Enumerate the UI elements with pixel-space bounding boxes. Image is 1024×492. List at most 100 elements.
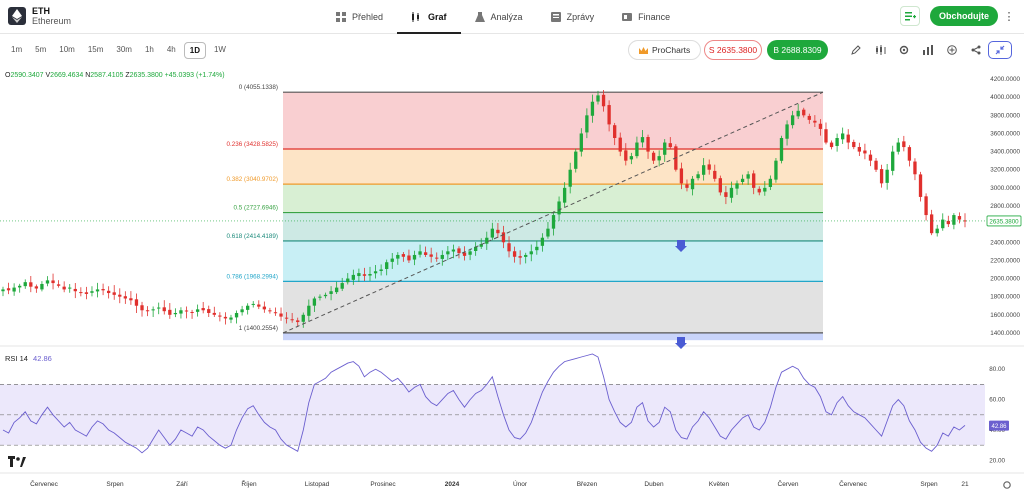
timeframe-10m[interactable]: 10m bbox=[59, 45, 75, 54]
price-chart[interactable]: 0 (4055.1338) 0.236 (3428.5825) 0.382 (304… bbox=[0, 66, 1024, 492]
settings-gear-icon[interactable] bbox=[892, 42, 916, 58]
candle-body bbox=[90, 291, 94, 293]
candle-body bbox=[657, 156, 661, 161]
candle-body bbox=[84, 292, 89, 294]
candle-body bbox=[62, 286, 66, 290]
draw-tool-icon[interactable] bbox=[844, 42, 868, 58]
timeframe-1D[interactable]: 1D bbox=[183, 42, 206, 59]
candle-body bbox=[490, 228, 494, 238]
timeframe-selector: 1m 5m 10m 15m 30m 1h 4h 1D 1W bbox=[6, 42, 234, 59]
chart-toolbar: 1m 5m 10m 15m 30m 1h 4h 1D 1W ProCharts S 2635.3… bbox=[0, 35, 1024, 65]
share-icon[interactable] bbox=[964, 42, 988, 58]
collapse-fullscreen-icon[interactable] bbox=[988, 41, 1012, 59]
candle-body bbox=[813, 120, 817, 123]
asset-header[interactable]: ETH Ethereum bbox=[8, 6, 71, 26]
candle-body bbox=[640, 137, 645, 143]
price-axis-tick: 3400.0000 bbox=[990, 149, 1020, 156]
candle-body bbox=[501, 232, 506, 243]
candle-body bbox=[802, 109, 806, 116]
chart-type-icon[interactable] bbox=[868, 42, 892, 58]
price-axis-tick: 2400.0000 bbox=[990, 239, 1020, 246]
candle-body bbox=[396, 254, 400, 259]
candle-body bbox=[23, 282, 27, 287]
candle-body bbox=[51, 280, 55, 284]
time-axis-tick: Květen bbox=[709, 481, 730, 488]
price-axis-tick: 2000.0000 bbox=[990, 276, 1020, 283]
candle-body bbox=[373, 271, 378, 274]
candle-body bbox=[1, 289, 5, 292]
timeframe-30m[interactable]: 30m bbox=[116, 45, 132, 54]
buy-button[interactable]: B 2688.8309 bbox=[767, 40, 828, 60]
time-axis-tick: Červen bbox=[778, 479, 799, 488]
candles-icon bbox=[411, 12, 422, 22]
tab-news[interactable]: Zprávy bbox=[537, 0, 609, 34]
candle-body bbox=[390, 258, 394, 262]
candle-body bbox=[668, 143, 672, 148]
candle-body bbox=[240, 309, 244, 313]
candle-body bbox=[246, 305, 250, 310]
price-axis-tick: 2800.0000 bbox=[990, 203, 1020, 210]
add-to-watchlist-button[interactable] bbox=[900, 6, 920, 26]
candle-body bbox=[824, 129, 828, 143]
candle-body bbox=[407, 255, 411, 261]
timeframe-5m[interactable]: 5m bbox=[35, 45, 47, 54]
timeframe-1h[interactable]: 1h bbox=[144, 45, 154, 54]
tab-overview[interactable]: Přehled bbox=[322, 0, 397, 34]
tab-finance[interactable]: Finance bbox=[608, 0, 684, 34]
sell-button[interactable]: S 2635.3800 bbox=[704, 40, 762, 60]
rsi-name: RSI bbox=[5, 354, 18, 363]
timeframe-4h[interactable]: 4h bbox=[166, 45, 176, 54]
candle-body bbox=[590, 101, 595, 116]
time-axis-tick: Březen bbox=[577, 481, 598, 488]
trend-line bbox=[282, 91, 824, 334]
candle-body bbox=[45, 280, 50, 284]
price-axis-tick: 3800.0000 bbox=[990, 112, 1020, 119]
candle-body bbox=[790, 115, 795, 126]
candle-body bbox=[123, 296, 127, 299]
candle-body bbox=[596, 95, 600, 102]
candle-body bbox=[340, 283, 344, 289]
add-plus-icon[interactable] bbox=[940, 42, 964, 58]
candle-body bbox=[201, 308, 205, 311]
candle-body bbox=[507, 243, 511, 252]
timeframe-15m[interactable]: 15m bbox=[87, 45, 104, 54]
trade-button[interactable]: Obchodujte bbox=[930, 6, 998, 26]
candle-body bbox=[218, 315, 222, 317]
price-axis-tick: 2200.0000 bbox=[990, 257, 1020, 264]
rsi-legend: RSI 14 42.86 bbox=[5, 354, 52, 363]
ethereum-logo-icon bbox=[8, 7, 26, 25]
procharts-button[interactable]: ProCharts bbox=[628, 40, 702, 60]
candle-body bbox=[696, 174, 700, 179]
candle-body bbox=[551, 215, 556, 229]
candle-body bbox=[412, 254, 417, 260]
timeframe-1m[interactable]: 1m bbox=[11, 45, 23, 54]
price-axis-tick: 1400.0000 bbox=[990, 330, 1020, 337]
tab-finance-label: Finance bbox=[638, 12, 671, 22]
candle-body bbox=[863, 150, 867, 154]
candle-body bbox=[418, 251, 422, 255]
candle-body bbox=[446, 251, 450, 255]
candle-body bbox=[535, 246, 539, 251]
rsi-axis-tick: 20.00 bbox=[989, 457, 1005, 464]
fib-zone-extension bbox=[283, 332, 823, 341]
candle-body bbox=[195, 309, 200, 312]
candle-body bbox=[462, 252, 467, 256]
candle-body bbox=[629, 156, 634, 160]
candle-body bbox=[34, 286, 39, 289]
candle-body bbox=[312, 298, 317, 306]
low-label: N bbox=[85, 72, 91, 79]
more-menu-icon[interactable]: ⋮ bbox=[1003, 10, 1015, 23]
candle-body bbox=[624, 150, 628, 161]
candle-body bbox=[529, 251, 533, 255]
tradingview-logo-icon[interactable] bbox=[8, 455, 26, 473]
candle-body bbox=[841, 133, 845, 140]
candle-body bbox=[852, 141, 856, 148]
candle-body bbox=[829, 142, 834, 148]
indicators-icon[interactable] bbox=[916, 42, 940, 58]
tab-chart[interactable]: Graf bbox=[397, 0, 461, 34]
main-nav: Přehled Graf Analýza Zprávy Finance bbox=[322, 0, 684, 34]
candle-body bbox=[301, 314, 305, 322]
timeframe-1W[interactable]: 1W bbox=[213, 45, 226, 54]
chart-tools bbox=[844, 41, 1012, 59]
tab-analysis[interactable]: Analýza bbox=[461, 0, 537, 34]
